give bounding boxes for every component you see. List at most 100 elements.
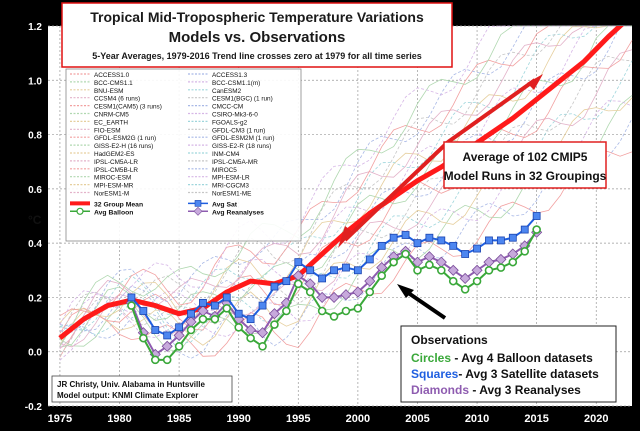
legend-label-model-28: MPI-ESM-LR [212,175,250,182]
point-avg-balloon-1988 [210,314,220,324]
x-tick-label-1975: 1975 [48,413,72,425]
point-avg-sat-1995 [294,258,303,267]
point-avg-reanalyses-1998 [328,291,340,303]
point-avg-balloon-2009 [460,284,470,294]
legend-marker-avg-reanalyses [193,206,203,216]
point-avg-balloon-1991 [246,333,255,343]
legend-label-model-31: NorESM1-M [94,191,129,198]
point-avg-balloon-2013 [508,257,518,267]
legend-label-model-30: MRI-CGCM3 [212,183,249,190]
legend-label-model-26: MIROC5 [212,167,237,174]
point-avg-balloon-1990 [234,322,243,332]
model-callout-arrowhead-2 [527,74,543,90]
observations-row-reanalyses: Diamonds - Avg 3 Reanalyses [411,383,581,397]
observations-box [400,325,617,403]
legend-label-model-32: NorESM1-ME [212,191,251,198]
point-avg-balloon-2007 [437,265,446,275]
point-avg-sat-1996 [306,266,315,275]
legend-label-avg-reanalyses: Avg Reanalyses [212,209,264,216]
legend-label-model-19: GISS-E2-H (16 runs) [94,143,153,150]
x-tick-label-1985: 1985 [167,413,191,425]
series-lines [58,26,624,365]
legend: ACCESS1.0 ACCESS1.3 BCC-CMS1.1 BCC-CSM1.1(m… [70,72,275,216]
point-avg-sat-1984 [163,331,172,340]
point-avg-sat-1990 [234,309,243,318]
point-avg-sat-1994 [282,277,291,286]
legend-label-model-25: IPSL-CM5B-LR [94,167,138,174]
point-avg-balloon-1996 [305,287,315,297]
point-avg-balloon-1993 [270,320,279,329]
legend-label-model-6: CanESM2 [212,88,242,95]
model-run-line-17 [59,25,632,317]
y-tick-label-0: -0.2 [25,402,43,413]
point-avg-balloon-2002 [377,271,387,281]
y-tick-label-4: 0.6 [28,185,42,196]
point-avg-sat-1985 [175,323,184,332]
point-avg-sat-2013 [508,233,517,242]
point-avg-sat-1998 [330,266,338,275]
model-callout-arrowhead [338,226,353,248]
legend-label-model-9: CESM1(CAM5) (3 runs) [94,104,162,111]
point-avg-reanalyses-1985 [173,329,185,341]
legend-label-model-8: CESM1(BGC) (1 run) [212,96,273,103]
point-avg-balloon-2004 [401,249,410,259]
legend-label-model-16: GFDL-CM3 (1 run) [212,127,265,134]
legend-label-model-7: CCSM4 (6 runs) [94,96,140,103]
point-avg-balloon-2000 [353,303,363,313]
point-avg-sat-2007 [437,236,446,245]
point-avg-balloon-2012 [496,263,506,272]
observations-heading: Observations [411,333,488,347]
point-avg-sat-1987 [199,298,207,307]
point-avg-balloon-1982 [139,333,148,343]
credit-line2: Model output: KNMI Climate Explorer [57,391,198,400]
x-tick-label-2010: 2010 [465,413,489,425]
model-callout-line2: Model Runs in 32 Groupings [444,169,607,183]
point-avg-balloon-1989 [222,303,232,313]
legend-label-model-27: MIROC-ESM [94,175,131,182]
point-avg-balloon-2011 [484,265,494,275]
legend-label-model-13: EC_EARTH [94,119,128,126]
point-avg-sat-2006 [425,233,434,242]
x-tick-label-2000: 2000 [346,413,370,425]
point-avg-sat-2004 [401,231,410,239]
point-avg-sat-1988 [210,301,219,310]
legend-label-model-1: ACCESS1.0 [94,72,130,79]
point-avg-balloon-1994 [282,306,291,316]
point-avg-sat-2009 [461,250,470,258]
point-avg-sat-2000 [353,266,362,275]
point-avg-sat-1982 [139,307,148,315]
point-avg-sat-1992 [258,301,267,310]
observations-arrow-shaft [402,288,447,320]
model-run-line-2 [59,118,633,359]
observations-row-balloon-key: Circles [411,351,451,365]
legend-label-32-group-mean: 32 Group Mean [94,201,143,208]
point-avg-reanalyses-2008 [447,264,459,276]
point-avg-sat-1989 [222,293,231,302]
point-avg-balloon-1984 [162,355,172,365]
point-avg-sat-2010 [473,244,481,253]
model-callout-line1: Average of 102 CMIP5 [463,150,588,164]
point-avg-balloon-2008 [448,276,458,286]
point-avg-balloon-1998 [329,312,339,321]
point-avg-balloon-2010 [472,276,482,286]
legend-label-model-29: MPI-ESM-MR [94,183,134,190]
point-avg-reanalyses-1992 [256,327,269,339]
observations-row-satellite-key: Squares [411,367,459,381]
x-tick-label-1990: 1990 [226,413,250,425]
point-avg-reanalyses-1997 [316,291,328,303]
legend-label-model-21: HadGEM2-ES [94,151,135,158]
point-avg-balloon-2014 [520,246,530,256]
credit-box [51,375,233,403]
y-tick-label-3: 0.4 [28,239,42,250]
legend-label-model-17: GFDL-ESM2G (1 run) [94,135,156,142]
legend-label-model-10: CMCC-CM [212,104,243,111]
point-avg-sat-2014 [520,225,529,234]
legend-label-model-23: IPSL-CM5A-LR [94,159,138,166]
point-avg-balloon-1992 [258,341,267,351]
x-tick-label-1995: 1995 [286,413,310,425]
observations-row-reanalyses-key: Diamonds [411,383,469,397]
observations-row-satellite-text: - Avg 3 Satellite datasets [458,367,599,381]
legend-label-model-5: BNU-ESM [94,88,123,95]
point-avg-balloon-1985 [174,341,184,351]
